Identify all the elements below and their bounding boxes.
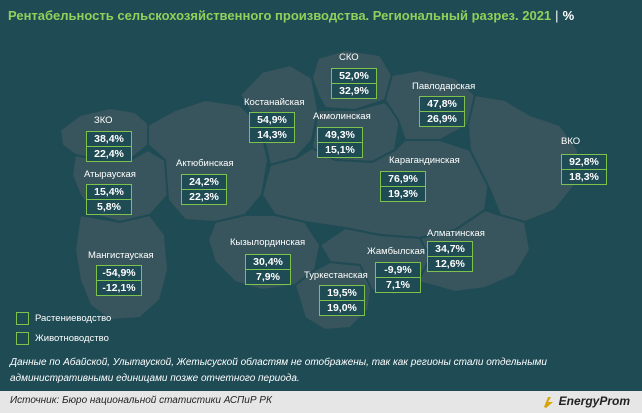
- livestock-value-almaty: 12,6%: [435, 258, 465, 270]
- legend-crop-swatch: [16, 312, 29, 325]
- logo: EnergyProm: [542, 394, 630, 409]
- livestock-value-akmola: 15,1%: [325, 144, 355, 156]
- region-name-kostanay: Костанайская: [244, 97, 305, 108]
- region-name-almaty: Алматинская: [427, 228, 485, 239]
- value-box-sko: 52,0% 32,9%: [331, 68, 377, 99]
- region-shape-vko: [467, 94, 579, 223]
- value-box-pavlodar: 47,8% 26,9%: [419, 96, 465, 127]
- value-box-vko: 92,8% 18,3%: [561, 154, 607, 185]
- crop-value-zko: 38,4%: [87, 132, 131, 147]
- value-box-almaty: 34,7% 12,6%: [427, 241, 473, 272]
- crop-value-akmola: 49,3%: [318, 128, 362, 143]
- region-name-kyzylorda: Кызылординская: [230, 237, 306, 248]
- energyprom-logo-icon: [543, 396, 553, 408]
- crop-value-karaganda: 76,9%: [381, 172, 425, 187]
- title-separator: |: [555, 8, 559, 23]
- page-title: Рентабельность сельскохозяйственного про…: [8, 8, 574, 23]
- crop-value-kyzylorda: 30,4%: [246, 255, 290, 270]
- livestock-value-turkestan: 19,0%: [327, 302, 357, 314]
- value-box-atyrau: 15,4% 5,8%: [86, 184, 132, 215]
- crop-value-kostanay: 54,9%: [250, 113, 294, 128]
- livestock-value-sko: 32,9%: [339, 85, 369, 97]
- crop-value-pavlodar: 47,8%: [420, 97, 464, 112]
- region-name-aktobe: Актюбинская: [176, 158, 234, 169]
- livestock-value-pavlodar: 26,9%: [427, 113, 457, 125]
- crop-value-sko: 52,0%: [332, 69, 376, 84]
- livestock-value-karaganda: 19,3%: [388, 188, 418, 200]
- region-name-karaganda: Карагандинская: [389, 155, 460, 166]
- legend-crop: Растениеводство: [16, 312, 111, 325]
- region-name-akmola: Акмолинская: [313, 111, 371, 122]
- region-name-zhambyl: Жамбылская: [367, 246, 425, 257]
- crop-value-mangistau: -54,9%: [97, 266, 141, 281]
- region-name-turkestan: Туркестанская: [304, 270, 368, 281]
- value-box-zko: 38,4% 22,4%: [86, 131, 132, 162]
- livestock-value-kostanay: 14,3%: [257, 129, 287, 141]
- crop-value-aktobe: 24,2%: [182, 175, 226, 190]
- legend-crop-label: Растениеводство: [35, 313, 112, 325]
- region-shape-aktobe: [147, 99, 269, 223]
- legend-livestock-swatch: [16, 332, 29, 345]
- legend-livestock-label: Животноводство: [35, 333, 109, 345]
- livestock-value-mangistau: -12,1%: [102, 282, 136, 294]
- livestock-value-zhambyl: 7,1%: [386, 279, 410, 291]
- title-unit: %: [562, 8, 575, 23]
- value-box-zhambyl: -9,9% 7,1%: [375, 262, 421, 293]
- region-name-pavlodar: Павлодарская: [412, 81, 476, 92]
- livestock-value-zko: 22,4%: [94, 148, 124, 160]
- crop-value-zhambyl: -9,9%: [376, 263, 420, 278]
- region-name-sko: СКО: [339, 52, 359, 63]
- value-box-mangistau: -54,9% -12,1%: [96, 265, 142, 296]
- region-name-atyrau: Атырауская: [84, 169, 136, 180]
- crop-value-atyrau: 15,4%: [87, 185, 131, 200]
- livestock-value-atyrau: 5,8%: [97, 201, 121, 213]
- footnote: Данные по Абайской, Улытауской, Жетысуск…: [10, 357, 547, 384]
- value-box-karaganda: 76,9% 19,3%: [380, 171, 426, 202]
- crop-value-turkestan: 19,5%: [320, 286, 364, 301]
- source-text: Источник: Бюро национальной статистики А…: [10, 395, 272, 406]
- livestock-value-vko: 18,3%: [569, 171, 599, 183]
- livestock-value-kyzylorda: 7,9%: [256, 271, 280, 283]
- logo-text: EnergyProm: [558, 394, 630, 408]
- value-box-kostanay: 54,9% 14,3%: [249, 112, 295, 143]
- region-name-vko: ВКО: [561, 136, 581, 147]
- value-box-kyzylorda: 30,4% 7,9%: [245, 254, 291, 285]
- legend-livestock: Животноводство: [16, 332, 109, 345]
- value-box-aktobe: 24,2% 22,3%: [181, 174, 227, 205]
- title-text: Рентабельность сельскохозяйственного про…: [8, 8, 552, 23]
- region-name-zko: ЗКО: [94, 115, 113, 126]
- crop-value-vko: 92,8%: [562, 155, 606, 170]
- source-bar: Источник: Бюро национальной статистики А…: [0, 391, 642, 413]
- livestock-value-aktobe: 22,3%: [189, 191, 219, 203]
- value-box-akmola: 49,3% 15,1%: [317, 127, 363, 158]
- region-name-mangistau: Мангистауская: [88, 250, 154, 261]
- crop-value-almaty: 34,7%: [428, 242, 472, 257]
- value-box-turkestan: 19,5% 19,0%: [319, 285, 365, 316]
